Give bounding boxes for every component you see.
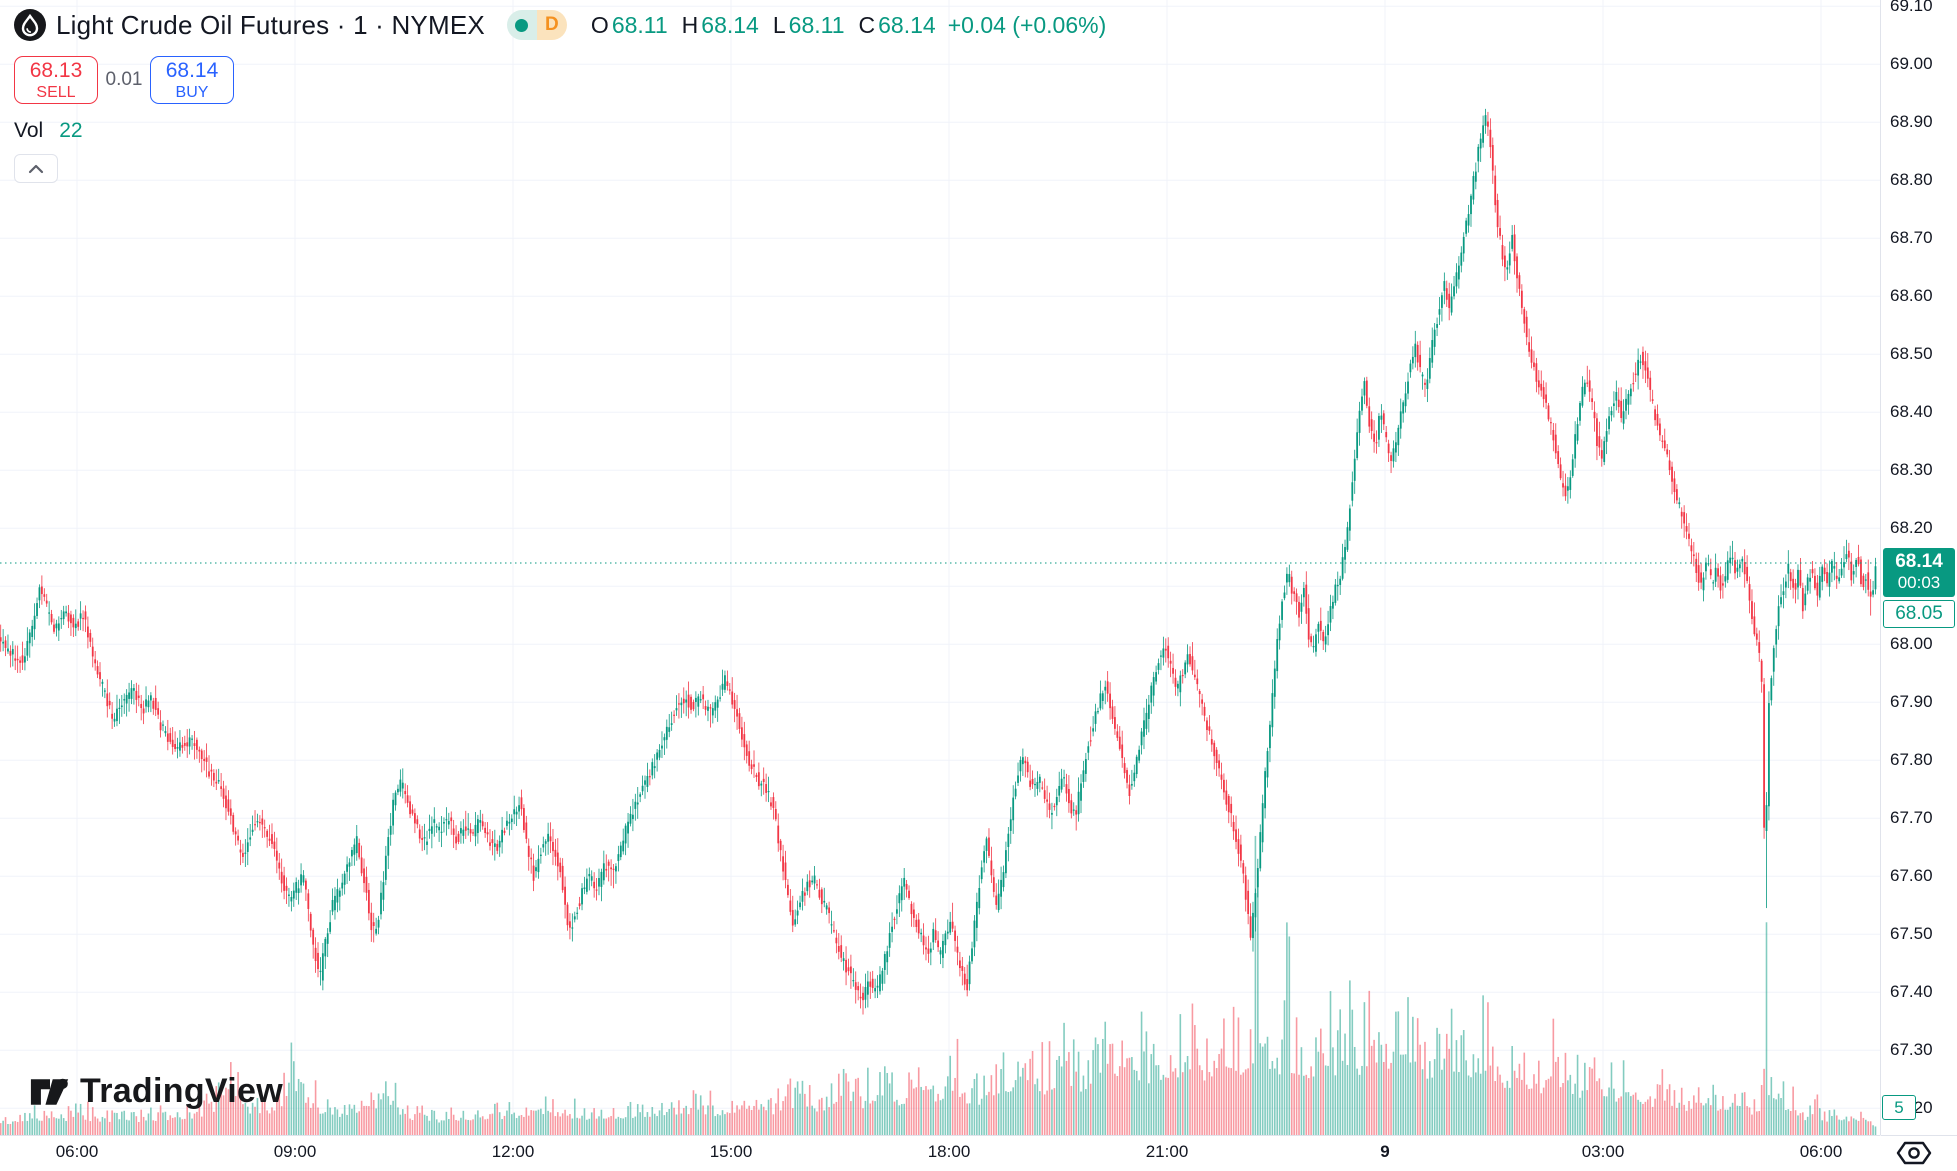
crude-oil-symbol-icon xyxy=(14,9,46,41)
price-axis-label: 68.70 xyxy=(1890,228,1933,248)
volume-axis-badge: 5 xyxy=(1882,1095,1916,1121)
collapse-legend-button[interactable] xyxy=(14,154,58,183)
buy-button[interactable]: 68.14 BUY xyxy=(150,56,234,104)
time-axis-label: 15:00 xyxy=(709,1142,753,1161)
current-price-badge: 68.14 00:03 xyxy=(1883,548,1955,597)
low-label: L xyxy=(772,11,786,38)
time-axis-label: 9 xyxy=(1380,1142,1390,1161)
price-axis[interactable]: 69.10 69.00 68.90 68.80 68.70 68.60 68.50 68.40… xyxy=(1880,0,1957,1135)
close-value: 68.14 xyxy=(878,11,936,38)
price-axis-label: 67.90 xyxy=(1890,692,1933,712)
price-axis-label: 68.90 xyxy=(1890,112,1933,132)
close-label: C xyxy=(858,11,876,38)
sell-label: SELL xyxy=(36,83,76,101)
price-axis-label: 67.80 xyxy=(1890,750,1933,770)
time-axis-label: 03:00 xyxy=(1581,1142,1625,1161)
bar-countdown: 00:03 xyxy=(1897,573,1941,592)
price-axis-label: 69.10 xyxy=(1890,0,1933,16)
time-axis-label: 06:00 xyxy=(1799,1142,1843,1161)
buy-label: BUY xyxy=(175,83,209,101)
price-axis-label: 67.30 xyxy=(1890,1040,1933,1060)
market-status-pill[interactable]: D xyxy=(506,10,567,40)
time-axis-label: 06:00 xyxy=(55,1142,99,1161)
price-axis-label: 67.50 xyxy=(1890,924,1933,944)
open-value: 68.11 xyxy=(611,11,668,38)
time-axis-label: 21:00 xyxy=(1145,1142,1189,1161)
tradingview-watermark-text: TradingView xyxy=(80,1072,283,1110)
price-axis-label: 68.50 xyxy=(1890,344,1933,364)
price-axis-label: 68.80 xyxy=(1890,170,1933,190)
price-axis-label: 68.40 xyxy=(1890,402,1933,422)
tradingview-watermark[interactable]: TradingView xyxy=(30,1072,283,1111)
price-axis-label: 68.30 xyxy=(1890,460,1933,480)
price-axis-label: 67.60 xyxy=(1890,866,1933,886)
spread-value: 0.01 xyxy=(105,69,143,90)
price-axis-label: 67.70 xyxy=(1890,808,1933,828)
sell-button[interactable]: 68.13 SELL xyxy=(14,56,98,104)
high-label: H xyxy=(681,11,699,38)
price-axis-label: 68.00 xyxy=(1890,634,1933,654)
candlestick-chart-canvas[interactable] xyxy=(0,0,1880,1135)
time-axis-label: 09:00 xyxy=(273,1142,317,1161)
time-axis-label: 12:00 xyxy=(491,1142,535,1161)
low-value: 68.11 xyxy=(788,11,845,38)
buy-price: 68.14 xyxy=(165,58,219,82)
time-axis[interactable]: 06:00 09:00 12:00 15:00 18:00 21:00 9 03:00 06:0… xyxy=(0,1135,1880,1171)
symbol-title[interactable]: Light Crude Oil Futures · 1 · NYMEX xyxy=(56,9,485,40)
volume-readout: Vol 22 xyxy=(14,118,1106,144)
ohlc-readout: O 68.11 H 68.14 L 68.11 C 68.14 +0.04 (+0.06… xyxy=(591,12,1106,39)
time-axis-label: 18:00 xyxy=(927,1142,971,1161)
volume-label: Vol xyxy=(14,119,44,142)
axis-corner xyxy=(1880,1135,1957,1170)
time-axis-settings-icon[interactable] xyxy=(1895,1138,1933,1168)
delayed-data-badge: D xyxy=(536,10,567,40)
price-axis-label: 68.20 xyxy=(1890,518,1933,538)
current-price-value: 68.14 xyxy=(1895,551,1943,572)
price-axis-label: 69.00 xyxy=(1890,54,1933,74)
open-label: O xyxy=(590,11,609,38)
change-value: +0.04 (+0.06%) xyxy=(947,11,1107,38)
secondary-price-badge: 68.05 xyxy=(1883,600,1955,629)
price-axis-label: 67.40 xyxy=(1890,982,1933,1002)
volume-value: 22 xyxy=(59,119,83,142)
sell-price: 68.13 xyxy=(29,58,83,82)
market-status-icon xyxy=(506,10,537,40)
tradingview-logo-icon xyxy=(30,1078,69,1105)
chevron-up-icon xyxy=(28,164,44,173)
high-value: 68.14 xyxy=(701,11,759,38)
price-axis-label: 68.60 xyxy=(1890,286,1933,306)
